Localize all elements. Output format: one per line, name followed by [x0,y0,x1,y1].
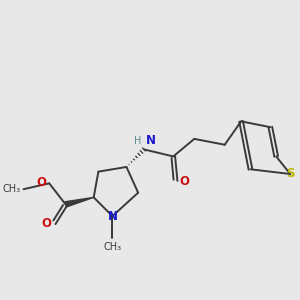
Text: CH₃: CH₃ [3,184,21,194]
Text: CH₃: CH₃ [103,242,122,252]
Text: O: O [36,176,46,189]
Text: H: H [134,136,141,146]
Text: O: O [41,217,51,230]
Text: O: O [179,175,189,188]
Text: S: S [286,167,295,181]
Text: N: N [146,134,156,148]
Text: N: N [107,210,117,223]
Polygon shape [65,197,94,207]
